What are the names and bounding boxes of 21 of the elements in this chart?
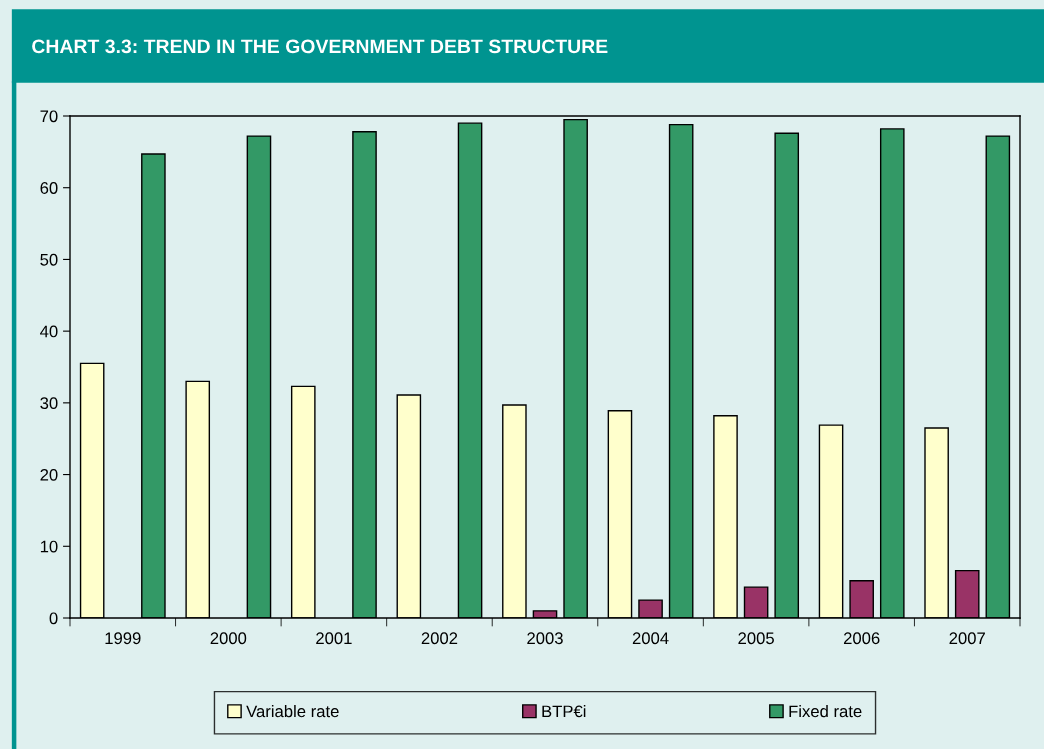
x-tick-label: 2004 <box>632 632 669 645</box>
y-tick-label: 20 <box>40 468 58 481</box>
legend-label: Fixed rate <box>789 705 862 718</box>
x-tick-label: 2005 <box>738 632 774 645</box>
y-tick-label: 10 <box>40 540 58 553</box>
x-tick-label: 2006 <box>843 632 880 645</box>
x-tick-label: 2003 <box>527 632 563 645</box>
x-tick-label: 2007 <box>949 632 985 645</box>
y-tick-label: 50 <box>40 253 58 266</box>
y-tick-label: 30 <box>40 397 58 410</box>
y-tick-label: 60 <box>40 182 58 194</box>
y-tick-label: 40 <box>40 325 58 338</box>
x-tick-label: 2001 <box>316 632 352 645</box>
x-tick-label: 1999 <box>105 632 141 645</box>
x-tick-label: 2002 <box>421 632 458 645</box>
y-tick-label: 0 <box>49 612 58 625</box>
legend-label: Variable rate <box>246 705 339 718</box>
y-tick-label: 70 <box>40 110 58 123</box>
chart-title: CHART 3.3: TREND IN THE GOVERNMENT DEBT STRUCTURE <box>32 39 608 54</box>
legend-label: BTP€i <box>542 705 586 718</box>
x-tick-label: 2000 <box>210 632 247 645</box>
